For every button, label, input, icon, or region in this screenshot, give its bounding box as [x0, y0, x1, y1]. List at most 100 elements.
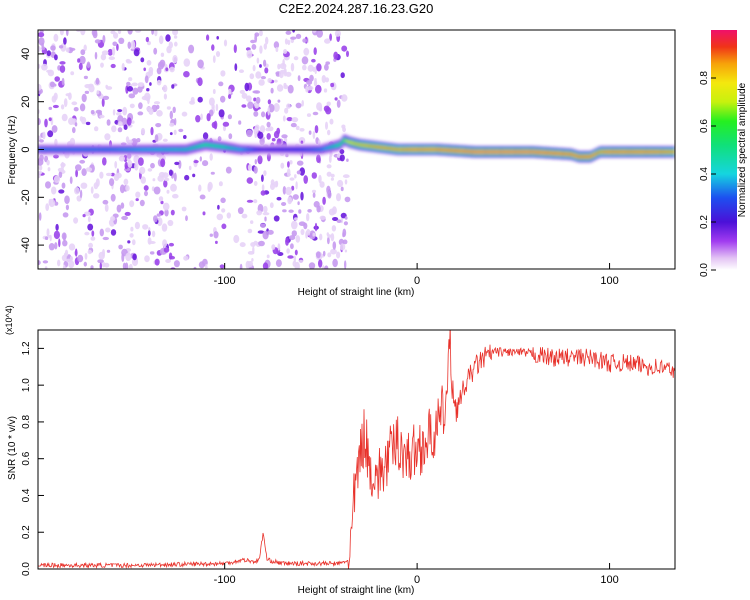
- trace-segment: [490, 150, 492, 153]
- trace-segment: [559, 152, 561, 155]
- noise-speck: [90, 110, 95, 115]
- x-tick-label: 100: [600, 574, 618, 586]
- noise-speck: [303, 47, 310, 56]
- trace-segment: [388, 147, 390, 150]
- noise-speck: [276, 196, 282, 201]
- noise-speck: [291, 185, 295, 191]
- trace-segment: [301, 148, 304, 151]
- trace-segment: [584, 155, 587, 158]
- noise-speck: [98, 251, 105, 260]
- noise-speck: [294, 249, 298, 256]
- noise-speck: [211, 44, 215, 51]
- noise-speck: [188, 44, 195, 54]
- noise-speck: [326, 101, 331, 107]
- trace-segment: [368, 145, 371, 147]
- trace-segment: [563, 152, 566, 155]
- trace-segment: [59, 148, 61, 151]
- noise-speck: [61, 113, 68, 122]
- noise-speck: [118, 244, 123, 250]
- trace-segment: [522, 150, 524, 153]
- noise-speck: [147, 40, 151, 46]
- noise-speck: [309, 230, 316, 240]
- trace-segment: [203, 144, 206, 146]
- trace-segment: [537, 151, 539, 154]
- noise-speck: [163, 93, 167, 100]
- noise-speck: [318, 106, 323, 112]
- noise-speck: [99, 228, 105, 237]
- noise-speck: [42, 131, 46, 140]
- noise-speck: [143, 185, 149, 191]
- noise-speck: [254, 133, 257, 138]
- trace-segment: [229, 146, 231, 149]
- noise-speck: [298, 137, 306, 144]
- trace-segment: [423, 148, 425, 151]
- noise-speck: [283, 49, 288, 54]
- trace-segment: [241, 148, 244, 151]
- noise-speck: [61, 182, 66, 189]
- noise-speck: [209, 233, 213, 237]
- trace-segment: [417, 148, 419, 151]
- noise-speck: [306, 213, 310, 222]
- noise-speck: [346, 50, 349, 57]
- noise-speck: [326, 171, 332, 177]
- noise-speck: [294, 261, 300, 269]
- noise-speck: [87, 249, 93, 255]
- noise-speck: [276, 138, 282, 146]
- trace-segment: [603, 150, 605, 153]
- noise-speck: [312, 66, 316, 72]
- noise-speck: [246, 177, 253, 184]
- trace-segment: [140, 148, 142, 151]
- noise-speck: [137, 111, 144, 116]
- noise-speck: [336, 219, 342, 223]
- trace-segment: [67, 148, 69, 151]
- noise-speck: [51, 186, 57, 195]
- trace-segment: [514, 150, 516, 153]
- noise-speck: [47, 130, 54, 138]
- noise-speck: [316, 251, 321, 259]
- trace-segment: [231, 147, 233, 150]
- trace-segment: [85, 148, 88, 151]
- noise-speck: [285, 71, 292, 77]
- trace-segment: [449, 149, 452, 152]
- noise-speck: [120, 202, 125, 209]
- noise-speck: [287, 84, 294, 94]
- trace-segment: [264, 148, 267, 151]
- noise-speck: [117, 30, 122, 35]
- noise-speck: [82, 214, 86, 218]
- trace-segment: [246, 148, 248, 151]
- noise-speck: [167, 219, 174, 227]
- noise-speck: [168, 252, 173, 260]
- noise-speck: [301, 100, 305, 107]
- trace-segment: [251, 148, 253, 151]
- noise-speck: [342, 127, 346, 133]
- noise-speck: [153, 215, 158, 223]
- noise-speck: [251, 44, 257, 50]
- trace-segment: [426, 148, 429, 151]
- noise-speck: [128, 93, 136, 99]
- noise-speck: [253, 181, 258, 186]
- noise-speck: [151, 230, 156, 238]
- trace-segment: [206, 143, 208, 146]
- trace-segment: [180, 148, 183, 151]
- noise-speck: [110, 63, 116, 69]
- noise-speck: [324, 38, 331, 44]
- trace-segment: [313, 148, 315, 151]
- trace-segment: [643, 150, 646, 153]
- trace-segment: [270, 148, 273, 151]
- trace-segment: [154, 148, 156, 151]
- noise-speck: [198, 184, 202, 192]
- noise-speck: [256, 210, 263, 216]
- noise-speck: [215, 103, 219, 111]
- noise-speck: [262, 230, 269, 240]
- trace-segment: [611, 150, 613, 153]
- trace-segment: [294, 148, 297, 151]
- noise-speck: [308, 262, 316, 269]
- noise-speck: [322, 265, 325, 269]
- trace-segment: [200, 144, 202, 147]
- trace-segment: [491, 150, 493, 153]
- noise-speck: [96, 90, 100, 95]
- noise-speck: [316, 63, 322, 72]
- trace-segment: [599, 150, 602, 153]
- trace-segment: [453, 149, 455, 152]
- trace-segment: [558, 152, 560, 155]
